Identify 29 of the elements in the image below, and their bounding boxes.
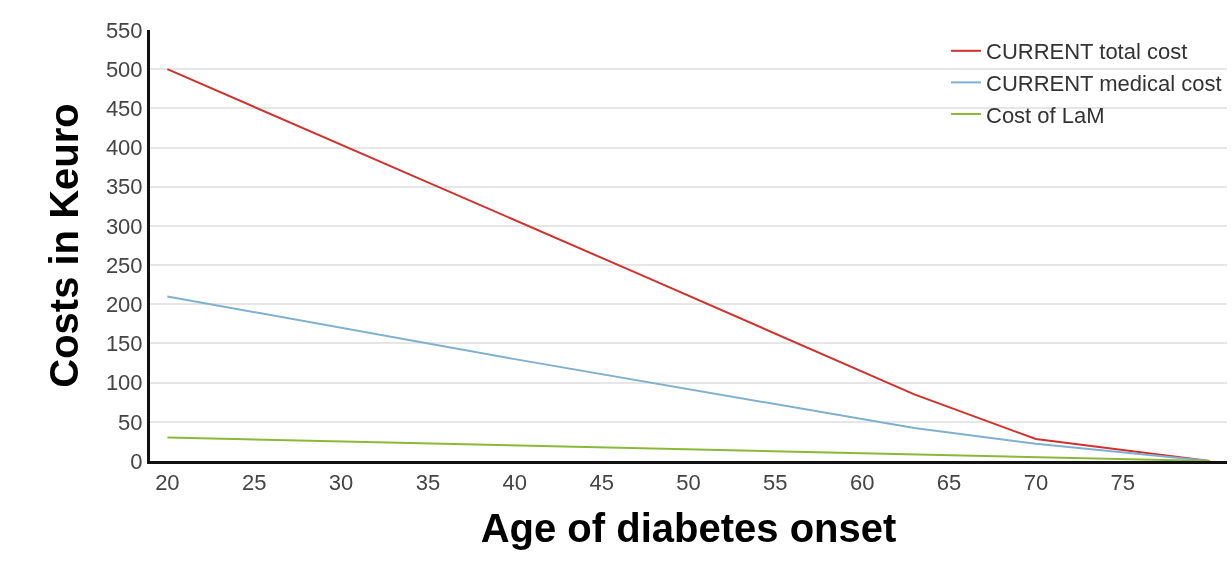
x-tick-label: 55 (763, 470, 788, 496)
x-tick-label: 40 (502, 470, 528, 496)
x-tick-label: 65 (936, 470, 962, 496)
y-tick-label: 350 (105, 174, 143, 200)
legend-label: CURRENT total cost (986, 39, 1188, 65)
y-tick-label: 150 (105, 331, 143, 357)
y-tick-label: 0 (130, 448, 143, 474)
legend-label: CURRENT medical cost (986, 70, 1222, 96)
x-tick-label: 25 (241, 470, 267, 496)
y-tick-label: 200 (105, 291, 143, 317)
x-tick-label: 30 (328, 470, 354, 496)
x-tick-label: 45 (589, 470, 614, 496)
y-tick-label: 300 (105, 213, 143, 239)
y-tick-label: 100 (105, 370, 143, 396)
legend-label: Cost of LaM (986, 102, 1105, 128)
x-axis-title: Age of diabetes onset (480, 505, 897, 550)
x-tick-label: 60 (849, 470, 875, 496)
x-tick-label: 75 (1110, 470, 1136, 496)
x-tick-label: 20 (155, 470, 180, 496)
y-tick-label: 250 (105, 252, 143, 278)
y-tick-label: 550 (105, 17, 143, 43)
y-tick-label: 450 (105, 96, 143, 122)
x-tick-label: 35 (415, 470, 441, 496)
x-tick-label: 50 (676, 470, 701, 496)
y-axis-title: Costs in Keuro (42, 103, 87, 388)
x-tick-label: 70 (1023, 470, 1049, 496)
y-tick-label: 400 (105, 135, 143, 161)
y-tick-label: 50 (118, 409, 143, 435)
y-tick-label: 500 (105, 56, 143, 82)
